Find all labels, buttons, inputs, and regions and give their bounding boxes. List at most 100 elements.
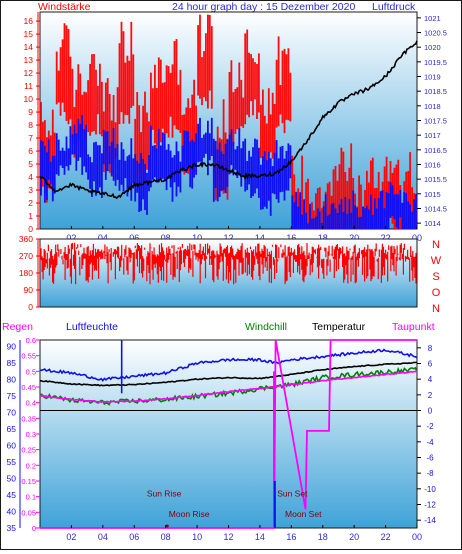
direction-letter: W xyxy=(431,255,442,267)
temperature-tick-label: -10 xyxy=(424,485,436,494)
x-tick-label: 06 xyxy=(129,532,139,542)
humidity-tick-label: 85 xyxy=(7,358,17,368)
rain-axis: 0 0.05 0.1 0.15 0.2 0.25 0.3 0.35 0.4 0.45 0.5 0.55… xyxy=(21,336,40,533)
wind-series xyxy=(40,115,417,229)
legend-windchill: Windchill xyxy=(245,321,287,333)
temp-humidity-series xyxy=(39,339,418,529)
x-tick-label: 10 xyxy=(192,233,202,243)
x-tick-label: 00 xyxy=(412,233,422,243)
temperature-tick-label: -12 xyxy=(424,501,436,510)
pressure-tick-label: 1014 xyxy=(424,219,441,228)
legend-taupunkt: Taupunkt xyxy=(392,321,435,333)
sun-moon-annotations: Sun Rise Moon Rise Sun Set Moon Set xyxy=(147,489,322,528)
humidity-tick-label: 75 xyxy=(7,391,17,401)
temperature-tick-label: -2 xyxy=(426,422,434,431)
x-tick-label: 16 xyxy=(286,233,296,243)
wind-tick-label: 8 xyxy=(28,120,33,130)
rain-tick-label: 0.2 xyxy=(26,461,36,470)
temperature-tick-label: 6 xyxy=(428,360,433,369)
humidity-tick-label: 60 xyxy=(7,441,17,451)
wind-tick-label: 11 xyxy=(24,81,33,91)
wind-tick-label: 9 xyxy=(28,107,33,117)
wind-bands xyxy=(40,14,417,229)
x-tick-label: 22 xyxy=(381,233,391,243)
annotation-label: Sun Set xyxy=(277,489,308,499)
wind-tick-label: 3 xyxy=(28,185,33,195)
direction-axis: 0 90 180 270 360 xyxy=(19,234,40,312)
humidity-tick-label: 55 xyxy=(7,457,17,467)
wind-tick-label: 4 xyxy=(28,172,33,182)
humidity-tick-label: 40 xyxy=(7,507,17,517)
humidity-line xyxy=(39,348,418,382)
wind-tick-label: 5 xyxy=(28,159,33,169)
legend-regen: Regen xyxy=(2,321,33,333)
pressure-tick-label: 1020.5 xyxy=(424,29,447,38)
humidity-tick-label: 80 xyxy=(7,375,17,385)
rain-tick-label: 0.5 xyxy=(26,367,36,376)
temperature-tick-label: -8 xyxy=(426,469,434,478)
x-tick-label: 10 xyxy=(192,532,202,542)
x-tick-label: 18 xyxy=(318,532,328,542)
pressure-tick-label: 1015.5 xyxy=(424,175,447,184)
pressure-tick-label: 1016.5 xyxy=(424,146,447,155)
direction-tick-label: 270 xyxy=(19,251,33,261)
wind-tick-label: 7 xyxy=(28,133,33,143)
temperature-tick-label: -6 xyxy=(426,454,434,463)
wind-tick-label: 14 xyxy=(24,42,34,52)
rain-tick-label: 0.05 xyxy=(21,508,36,517)
humidity-tick-label: 35 xyxy=(7,523,17,533)
wind-tick-label: 13 xyxy=(24,55,34,65)
annotation-label: Moon Rise xyxy=(169,509,210,519)
rain-tick-label: 0.1 xyxy=(26,493,36,502)
humidity-axis: 35 40 45 50 55 60 65 70 75 80 85 90 xyxy=(7,340,21,533)
x-tick-label: 02 xyxy=(66,233,76,243)
x-tick-label: 14 xyxy=(255,532,265,542)
x-tick-label: 08 xyxy=(161,532,171,542)
rain-tick-label: 0.3 xyxy=(26,430,36,439)
annotation-label: Moon Set xyxy=(285,509,322,519)
rain-tick-label: 0.35 xyxy=(21,414,36,423)
wind-tick-label: 6 xyxy=(28,146,33,156)
rain-tick-label: 0.25 xyxy=(21,446,36,455)
pressure-line-group xyxy=(39,40,418,200)
rain-tick-label: 0.45 xyxy=(21,383,36,392)
pressure-tick-label: 1019 xyxy=(424,73,441,82)
direction-tick-label: 90 xyxy=(24,285,34,295)
x-tick-label: 06 xyxy=(129,233,139,243)
x-tick-label: 16 xyxy=(286,532,296,542)
chart-title: 24 hour graph day : 15 Dezember 2020 xyxy=(172,1,355,13)
x-tick-label: 08 xyxy=(161,233,171,243)
x-tick-label: 12 xyxy=(223,532,233,542)
dewpoint-line xyxy=(39,370,418,404)
legend-temperatur: Temperatur xyxy=(312,321,366,333)
direction-letter: N xyxy=(432,239,440,251)
direction-tick-label: 180 xyxy=(19,268,33,278)
humidity-tick-label: 70 xyxy=(7,408,17,418)
humidity-tick-label: 90 xyxy=(7,342,17,352)
wind-tick-label: 0 xyxy=(28,224,33,234)
pressure-tick-label: 1016 xyxy=(424,160,441,169)
x-tick-label: 20 xyxy=(349,233,359,243)
pressure-tick-label: 1020 xyxy=(424,43,441,52)
rain-tick-label: 0 xyxy=(32,524,36,533)
wind-tick-label: 2 xyxy=(28,198,33,208)
direction-letter: O xyxy=(432,287,441,299)
pressure-axis: 1014 1014.5 1015 1015.5 1016 1016.5 1017 1017.5… xyxy=(417,14,447,228)
temperature-tick-label: -4 xyxy=(426,438,434,447)
rain-tick-label: 0.55 xyxy=(21,352,36,361)
direction-tick-label: 360 xyxy=(19,234,33,244)
x-tick-label: 04 xyxy=(98,532,108,542)
direction-letter: N xyxy=(432,303,440,315)
x-tick-label: 12 xyxy=(223,233,233,243)
wind-direction-series xyxy=(39,242,417,285)
rain-tick-label: 0.6 xyxy=(26,336,36,345)
pressure-tick-label: 1014.5 xyxy=(424,204,447,213)
temp-humidity-x-axis: 02 04 06 08 10 12 14 16 18 20 22 00 xyxy=(66,525,422,542)
wind-direction-series xyxy=(39,242,417,285)
rain-tick-label: 0.15 xyxy=(21,477,36,486)
pressure-tick-label: 1017.5 xyxy=(424,117,447,126)
legend-luftfeuchte: Luftfeuchte xyxy=(66,321,118,333)
pressure-line xyxy=(39,40,418,200)
